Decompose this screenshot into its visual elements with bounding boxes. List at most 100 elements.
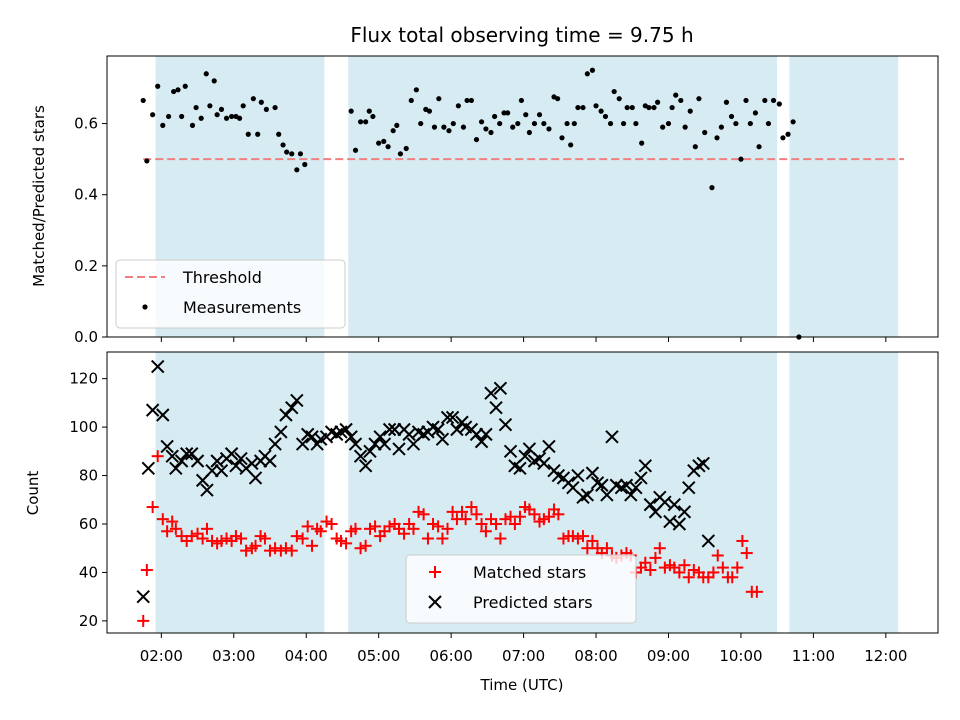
measurement-point bbox=[743, 97, 749, 104]
measurement-point bbox=[785, 131, 791, 137]
measurement-point bbox=[555, 96, 561, 102]
top-shaded-intervals bbox=[155, 56, 899, 337]
measurement-point bbox=[284, 149, 290, 155]
predicted-star-point bbox=[387, 422, 402, 437]
legend-measurements-label: Measurements bbox=[183, 298, 301, 317]
predicted-star-points bbox=[136, 359, 716, 604]
matched-star-point bbox=[542, 510, 555, 523]
measurement-point bbox=[431, 124, 438, 130]
measurement-point bbox=[182, 83, 188, 89]
measurement-point bbox=[568, 142, 574, 148]
measurement-point bbox=[651, 104, 657, 111]
measurement-point bbox=[602, 113, 609, 120]
measurement-point bbox=[723, 99, 730, 105]
predicted-star-point bbox=[629, 480, 643, 495]
shaded-interval-1 bbox=[155, 352, 325, 633]
matched-star-point bbox=[249, 539, 262, 552]
matched-star-point bbox=[412, 505, 425, 518]
predicted-star-point bbox=[634, 471, 648, 485]
matched-star-point bbox=[566, 530, 579, 543]
measurement-point bbox=[589, 67, 596, 73]
measurement-point bbox=[593, 103, 599, 109]
bottom-legend-box bbox=[405, 554, 637, 624]
measurement-point bbox=[696, 96, 702, 102]
x-tick-label: 11:00 bbox=[792, 647, 835, 665]
predicted-star-point bbox=[667, 497, 681, 512]
predicted-star-point bbox=[185, 447, 199, 461]
measurement-point bbox=[665, 120, 672, 127]
measurement-point bbox=[352, 147, 359, 153]
measurement-point bbox=[728, 113, 735, 120]
predicted-star-point bbox=[136, 589, 150, 604]
matched-star-point bbox=[407, 522, 420, 535]
measurement-point bbox=[381, 138, 387, 144]
shaded-interval-3 bbox=[789, 352, 899, 633]
measurement-point bbox=[214, 112, 220, 118]
matched-star-point bbox=[320, 515, 333, 528]
measurement-point bbox=[747, 120, 753, 127]
measurement-point bbox=[629, 104, 635, 111]
measurement-point bbox=[762, 97, 768, 104]
predicted-star-point bbox=[224, 447, 239, 461]
y-tick-label: 0.0 bbox=[74, 328, 98, 346]
matched-star-point bbox=[508, 517, 521, 530]
matched-star-point bbox=[363, 522, 376, 535]
predicted-star-point bbox=[348, 437, 363, 451]
matched-star-point bbox=[240, 544, 253, 557]
matched-star-point bbox=[528, 508, 541, 521]
predicted-star-point bbox=[174, 454, 189, 468]
measurement-point bbox=[441, 124, 447, 130]
measurement-point bbox=[240, 103, 246, 109]
predicted-star-point bbox=[245, 456, 259, 471]
measurement-point bbox=[223, 115, 230, 121]
predicted-star-point bbox=[484, 386, 498, 400]
measurement-point bbox=[193, 104, 199, 111]
predicted-star-point bbox=[165, 449, 179, 463]
measurement-point bbox=[702, 129, 708, 136]
matched-star-point bbox=[494, 532, 507, 545]
y-tick-label: 40 bbox=[79, 563, 98, 581]
matched-star-point bbox=[649, 551, 662, 564]
x-tick-label: 06:00 bbox=[430, 647, 473, 665]
measurement-point bbox=[272, 104, 278, 111]
measurement-point bbox=[236, 115, 243, 121]
matched-star-point bbox=[274, 544, 287, 557]
matched-star-point bbox=[678, 559, 691, 572]
x-tick-label: 03:00 bbox=[212, 647, 255, 665]
predicted-star-point bbox=[377, 437, 392, 451]
predicted-star-point bbox=[513, 461, 527, 475]
measurement-point bbox=[505, 110, 511, 116]
matched-star-point bbox=[427, 517, 440, 530]
measurement-point bbox=[175, 87, 181, 93]
measurement-point bbox=[263, 106, 269, 112]
matched-star-point bbox=[140, 564, 153, 577]
matched-star-point bbox=[711, 549, 724, 562]
measurement-point bbox=[468, 97, 475, 104]
measurement-point bbox=[207, 103, 213, 109]
x-tick-label: 10:00 bbox=[719, 647, 762, 665]
measurement-point bbox=[523, 112, 529, 118]
predicted-star-point bbox=[234, 451, 248, 466]
measurement-point bbox=[682, 124, 688, 130]
measurement-point bbox=[357, 119, 364, 125]
matched-star-point bbox=[349, 522, 362, 535]
measurement-point bbox=[255, 131, 261, 137]
matched-star-point bbox=[687, 564, 700, 577]
predicted-star-point bbox=[151, 359, 165, 374]
predicted-star-point bbox=[696, 456, 710, 471]
bottom-y-axis-label: Count bbox=[24, 471, 42, 516]
measurement-point bbox=[620, 120, 627, 127]
measurement-point bbox=[179, 113, 185, 120]
predicted-star-point bbox=[373, 430, 387, 444]
measurement-point bbox=[765, 120, 772, 127]
shaded-interval-3 bbox=[789, 56, 899, 337]
matched-star-point bbox=[269, 542, 282, 555]
predicted-star-point bbox=[682, 480, 696, 495]
predicted-star-point bbox=[363, 444, 377, 459]
matched-star-point bbox=[185, 530, 198, 543]
matched-star-point bbox=[314, 525, 327, 538]
matched-star-point bbox=[639, 556, 652, 569]
measurement-point bbox=[571, 120, 577, 127]
matched-star-point bbox=[479, 525, 492, 538]
measurement-point bbox=[245, 131, 251, 137]
